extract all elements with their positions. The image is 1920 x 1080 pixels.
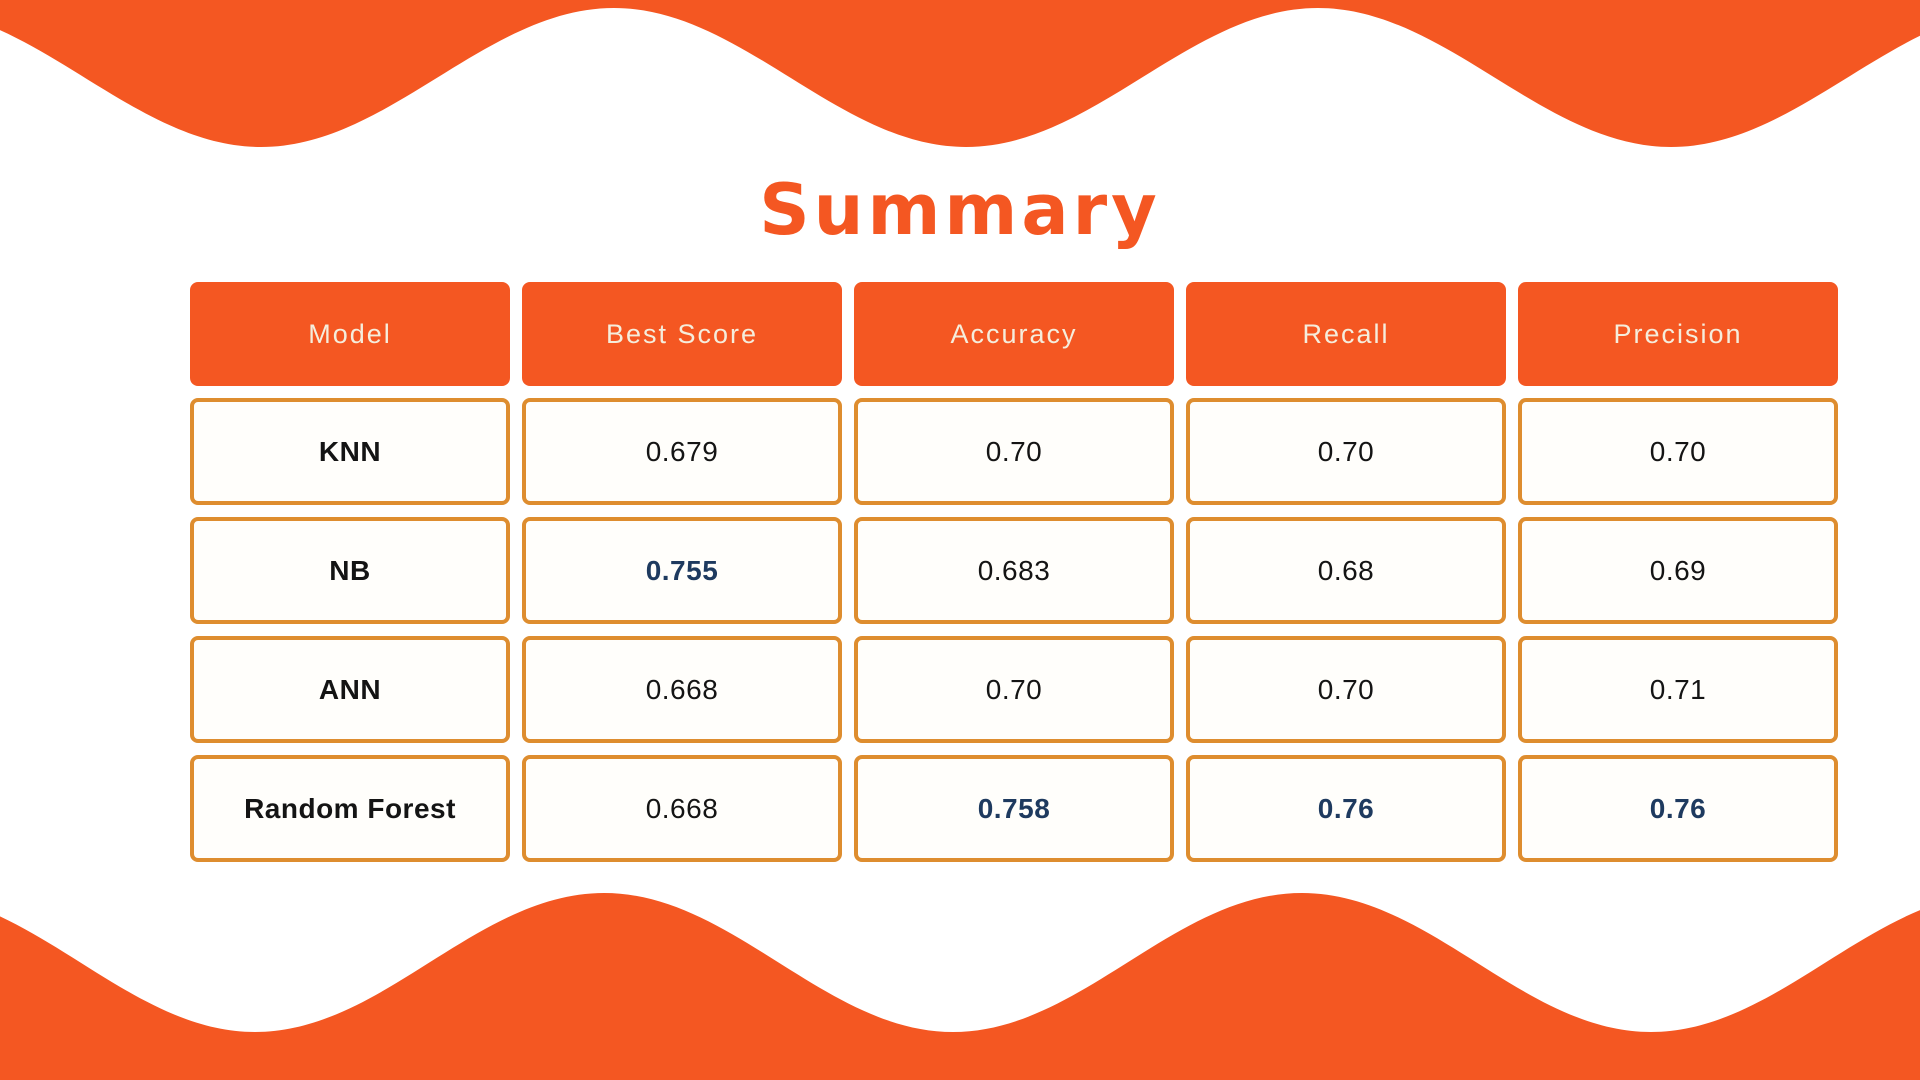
table-cell-model-ann: ANN — [190, 636, 510, 743]
table-cell-nb-recall: 0.68 — [1186, 517, 1506, 624]
table-cell-random-forest-recall: 0.76 — [1186, 755, 1506, 862]
table-cell-knn-accuracy: 0.70 — [854, 398, 1174, 505]
table-cell-nb-accuracy: 0.683 — [854, 517, 1174, 624]
summary-table: Model Best Score Accuracy Recall Precisi… — [190, 282, 1838, 862]
table-cell-ann-accuracy: 0.70 — [854, 636, 1174, 743]
table-cell-knn-best-score: 0.679 — [522, 398, 842, 505]
table-cell-model-nb: NB — [190, 517, 510, 624]
table-cell-model-random-forest: Random Forest — [190, 755, 510, 862]
bottom-wave-decoration — [0, 893, 1920, 1080]
column-header-recall: Recall — [1186, 282, 1506, 386]
table-cell-random-forest-accuracy: 0.758 — [854, 755, 1174, 862]
table-cell-random-forest-best-score: 0.668 — [522, 755, 842, 862]
table-cell-ann-recall: 0.70 — [1186, 636, 1506, 743]
table-cell-nb-best-score: 0.755 — [522, 517, 842, 624]
table-cell-nb-precision: 0.69 — [1518, 517, 1838, 624]
page-title: Summary — [759, 169, 1161, 251]
table-cell-model-knn: KNN — [190, 398, 510, 505]
table-cell-knn-precision: 0.70 — [1518, 398, 1838, 505]
column-header-model: Model — [190, 282, 510, 386]
table-cell-ann-best-score: 0.668 — [522, 636, 842, 743]
column-header-precision: Precision — [1518, 282, 1838, 386]
column-header-best-score: Best Score — [522, 282, 842, 386]
table-cell-knn-recall: 0.70 — [1186, 398, 1506, 505]
table-cell-random-forest-precision: 0.76 — [1518, 755, 1838, 862]
table-cell-ann-precision: 0.71 — [1518, 636, 1838, 743]
column-header-accuracy: Accuracy — [854, 282, 1174, 386]
